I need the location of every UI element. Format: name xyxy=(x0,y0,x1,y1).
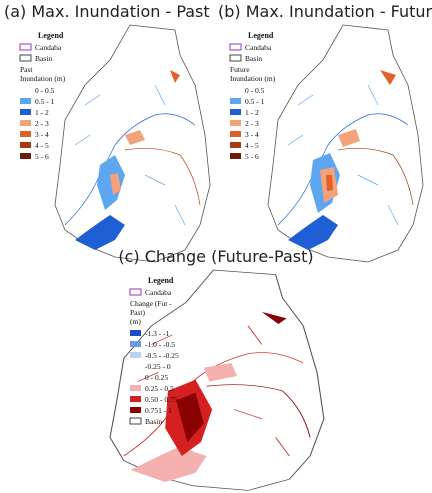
legend-heading: Change (Fut - xyxy=(130,299,172,308)
legend-label: 4 - 5 xyxy=(245,141,259,150)
legend-label: 0.25 - 0.5 xyxy=(145,384,174,393)
legend-label: 0.751 - 1 xyxy=(145,406,172,415)
legend-title: Legend xyxy=(38,31,64,40)
legend-label: 5 - 6 xyxy=(245,152,259,161)
legend-label: 0.5 - 1 xyxy=(245,97,265,106)
map-b xyxy=(267,24,424,263)
legend-swatch xyxy=(230,120,241,126)
legend-swatch xyxy=(230,109,241,115)
legend-label: -1.0 - -0.5 xyxy=(145,340,175,349)
legend-swatch xyxy=(130,341,141,347)
legend-swatch xyxy=(19,43,32,51)
legend-label: Candaba xyxy=(145,288,172,297)
legend-swatch xyxy=(230,153,241,159)
legend-title: Legend xyxy=(148,276,174,285)
legend-heading: Future xyxy=(230,65,250,74)
legend-label: 0 - 0.25 xyxy=(145,373,168,382)
legend-swatch xyxy=(230,142,241,148)
legend-label: Basin xyxy=(245,54,262,63)
legend-label: 4 - 5 xyxy=(35,141,49,150)
legend-label: Basin xyxy=(145,417,162,426)
legend-swatch xyxy=(129,288,142,296)
legend-label: 1 - 2 xyxy=(245,108,259,117)
legend-swatch xyxy=(130,385,141,391)
legend-swatch xyxy=(19,54,32,62)
legend-label: 0 - 0.5 xyxy=(35,86,55,95)
legend-swatch xyxy=(20,109,31,115)
legend-label: -0.25 - 0 xyxy=(145,362,171,371)
map-c xyxy=(109,269,325,492)
legend-label: 3 - 4 xyxy=(35,130,49,139)
legend-swatch xyxy=(229,54,242,62)
panel-title: (b) Max. Inundation - Future xyxy=(218,2,432,21)
legend-label: Candaba xyxy=(35,43,62,52)
legend-swatch xyxy=(229,43,242,51)
panel-title: (c) Change (Future-Past) xyxy=(118,247,313,266)
legend-swatch xyxy=(230,98,241,104)
legend-label: 2 - 3 xyxy=(35,119,49,128)
legend-swatch xyxy=(130,352,141,358)
legend-swatch xyxy=(20,120,31,126)
map-a xyxy=(54,24,211,263)
legend-swatch xyxy=(130,396,141,402)
legend-label: Candaba xyxy=(245,43,272,52)
legend-heading: Inundation (m) xyxy=(230,74,276,83)
legend-label: -0.5 - -0.25 xyxy=(145,351,179,360)
legend-heading: (m) xyxy=(130,317,141,326)
legend-swatch xyxy=(20,153,31,159)
legend-heading: Past xyxy=(20,65,33,74)
legend-label: Basin xyxy=(35,54,52,63)
legend-swatch xyxy=(129,417,142,425)
legend-swatch xyxy=(230,131,241,137)
legend-label: 3 - 4 xyxy=(245,130,259,139)
legend-label: 1 - 2 xyxy=(35,108,49,117)
legend-label: 0.5 - 1 xyxy=(35,97,55,106)
legend-swatch xyxy=(20,142,31,148)
legend-swatch xyxy=(20,131,31,137)
legend-label: 2 - 3 xyxy=(245,119,259,128)
legend-label: 5 - 6 xyxy=(35,152,49,161)
legend-label: 0 - 0.5 xyxy=(245,86,265,95)
legend-heading: Inundation (m) xyxy=(20,74,66,83)
legend-title: Legend xyxy=(248,31,274,40)
legend-swatch xyxy=(130,330,141,336)
legend-swatch xyxy=(130,407,141,413)
legend-swatch xyxy=(20,98,31,104)
panel-title: (a) Max. Inundation - Past xyxy=(4,2,210,21)
legend-label: -1.3 - -1 xyxy=(145,329,170,338)
legend-heading: Past) xyxy=(130,308,146,317)
legend-label: 0.50 - 0.75 xyxy=(145,395,178,404)
